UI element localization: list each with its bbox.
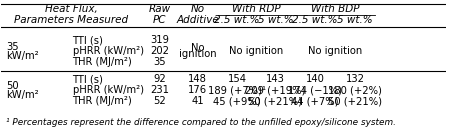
Text: kW/m²: kW/m² xyxy=(6,90,38,100)
Text: TTI (s): TTI (s) xyxy=(73,74,103,84)
Text: 2.5 wt.%: 2.5 wt.% xyxy=(292,15,338,25)
Text: 143: 143 xyxy=(266,74,285,84)
Text: 45 (+9%): 45 (+9%) xyxy=(213,96,261,106)
Text: Parameters Measured: Parameters Measured xyxy=(14,15,128,25)
Text: 148: 148 xyxy=(188,74,207,84)
Text: 209 (+19%): 209 (+19%) xyxy=(245,85,306,95)
Text: 50 (+21%): 50 (+21%) xyxy=(328,96,382,106)
Text: 202: 202 xyxy=(150,46,169,56)
Text: pHRR (kW/m²): pHRR (kW/m²) xyxy=(73,85,144,95)
Text: kW/m²: kW/m² xyxy=(6,51,38,61)
Text: 174 (−1%): 174 (−1%) xyxy=(288,85,342,95)
Text: 5 wt.%: 5 wt.% xyxy=(337,15,373,25)
Text: No ignition: No ignition xyxy=(308,46,362,56)
Text: Raw: Raw xyxy=(148,4,170,14)
Text: TTI (s): TTI (s) xyxy=(73,35,103,45)
Text: 2.5 wt.%: 2.5 wt.% xyxy=(214,15,260,25)
Text: 35: 35 xyxy=(153,57,165,67)
Text: No: No xyxy=(191,4,205,14)
Text: pHRR (kW/m²): pHRR (kW/m²) xyxy=(73,46,144,56)
Text: 41: 41 xyxy=(191,96,204,106)
Text: 154: 154 xyxy=(228,74,246,84)
Text: 92: 92 xyxy=(153,74,166,84)
Text: No: No xyxy=(191,43,204,53)
Text: ignition: ignition xyxy=(179,50,217,60)
Text: THR (MJ/m²): THR (MJ/m²) xyxy=(73,57,132,67)
Text: 189 (+7%)¹: 189 (+7%)¹ xyxy=(208,85,266,95)
Text: 35: 35 xyxy=(6,42,18,52)
Text: 140: 140 xyxy=(306,74,325,84)
Text: Heat Flux,: Heat Flux, xyxy=(45,4,98,14)
Text: 180 (+2%): 180 (+2%) xyxy=(328,85,382,95)
Text: 176: 176 xyxy=(188,85,207,95)
Text: 231: 231 xyxy=(150,85,169,95)
Text: 50: 50 xyxy=(6,81,18,91)
Text: ¹ Percentages represent the difference compared to the unfilled epoxy/silicone s: ¹ Percentages represent the difference c… xyxy=(6,118,396,127)
Text: 50 (+21%): 50 (+21%) xyxy=(248,96,302,106)
Text: With RDP: With RDP xyxy=(232,4,281,14)
Text: With BDP: With BDP xyxy=(311,4,359,14)
Text: PC: PC xyxy=(153,15,166,25)
Text: Additive: Additive xyxy=(176,15,219,25)
Text: No ignition: No ignition xyxy=(229,46,283,56)
Text: 44 (+7%): 44 (+7%) xyxy=(292,96,339,106)
Text: 319: 319 xyxy=(150,35,169,45)
Text: 52: 52 xyxy=(153,96,166,106)
Text: THR (MJ/m²): THR (MJ/m²) xyxy=(73,96,132,106)
Text: 132: 132 xyxy=(346,74,365,84)
Text: 5 wt.%: 5 wt.% xyxy=(258,15,293,25)
